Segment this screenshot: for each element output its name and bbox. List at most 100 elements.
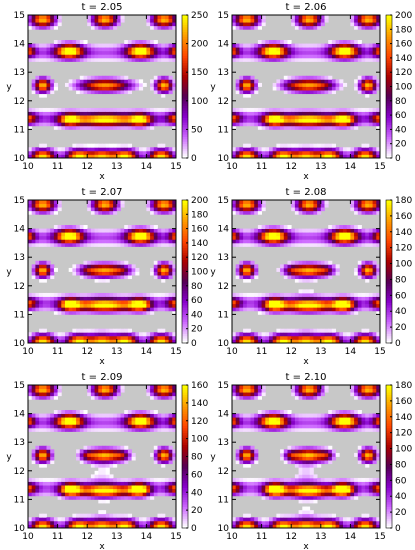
heat-cell <box>306 111 311 116</box>
heat-cell <box>105 239 110 244</box>
heat-cell <box>28 339 33 344</box>
heat-cell <box>280 300 285 305</box>
heat-cell <box>254 456 259 461</box>
heat-cell <box>102 524 107 529</box>
heat-cell <box>235 207 240 212</box>
heat-cell <box>61 239 66 244</box>
heat-cell <box>239 300 244 305</box>
heat-cell <box>257 50 262 55</box>
heat-cell <box>94 388 99 393</box>
heat-cell <box>35 47 40 52</box>
heat-cell <box>116 22 121 27</box>
heat-cell <box>291 43 296 48</box>
heat-cell <box>365 118 370 123</box>
heat-cell <box>354 111 359 116</box>
heat-cell <box>350 47 355 52</box>
y-axis-label: y <box>6 83 12 93</box>
colorbar-segment <box>182 456 188 460</box>
heat-cell <box>50 292 55 297</box>
heat-cell <box>161 275 166 280</box>
heat-cell <box>309 111 314 116</box>
heat-cell <box>83 260 88 265</box>
heat-cell <box>357 57 362 62</box>
colorbar-segment <box>386 250 392 253</box>
heat-cell <box>257 225 262 229</box>
heat-cell <box>313 228 318 233</box>
heat-cell <box>150 82 155 87</box>
heat-cell <box>98 207 103 212</box>
heat-cell <box>232 22 237 27</box>
heat-cell <box>365 75 370 80</box>
heat-cell <box>161 239 166 244</box>
heat-cell <box>357 267 362 272</box>
heat-cell <box>164 388 169 393</box>
heat-cell <box>246 235 251 240</box>
heat-cell <box>31 296 36 301</box>
heat-cell <box>368 115 373 120</box>
heat-cell <box>168 150 173 155</box>
heat-cell <box>161 385 166 389</box>
heat-cell <box>361 242 366 247</box>
heat-cell <box>168 200 173 204</box>
heat-cell <box>250 47 255 52</box>
heat-cell <box>309 75 314 80</box>
heat-cell <box>46 79 51 84</box>
heat-cell <box>324 47 329 52</box>
heat-cell <box>232 43 237 48</box>
heat-cell <box>109 481 114 486</box>
heat-cell <box>50 122 55 127</box>
heat-cell <box>28 25 33 30</box>
colorbar-tick-label: 60 <box>191 470 203 480</box>
heat-cell <box>368 79 373 84</box>
heat-cell <box>239 115 244 120</box>
heat-cell <box>131 335 136 340</box>
heat-cell <box>309 260 314 265</box>
heat-cell <box>83 303 88 308</box>
heat-cell <box>335 239 340 244</box>
heat-cell <box>376 242 381 247</box>
heat-cell <box>354 242 359 247</box>
heat-cell <box>105 43 110 48</box>
heat-cell <box>254 15 259 19</box>
heat-cell <box>376 50 381 55</box>
heat-cell <box>72 232 77 237</box>
heat-cell <box>250 82 255 87</box>
heat-cell <box>313 207 318 212</box>
heat-cell <box>294 57 299 62</box>
heat-cell <box>157 210 162 215</box>
heat-cell <box>39 449 44 454</box>
heat-cell <box>150 40 155 44</box>
heat-cell <box>168 303 173 308</box>
heat-cell <box>324 15 329 19</box>
heat-cell <box>232 392 237 397</box>
heat-cell <box>116 200 121 204</box>
heat-cell <box>83 111 88 116</box>
heat-cell <box>102 18 107 23</box>
heat-cell <box>354 50 359 55</box>
heat-cell <box>53 25 58 30</box>
heat-cell <box>127 150 132 155</box>
heat-cell <box>39 122 44 127</box>
heat-cell <box>105 474 110 479</box>
heat-cell <box>124 445 129 450</box>
heat-cell <box>376 339 381 344</box>
heat-cell <box>328 43 333 48</box>
colorbar-segment <box>182 432 188 436</box>
heat-cell <box>335 296 340 301</box>
heat-cell <box>265 520 270 525</box>
heat-cell <box>50 385 55 389</box>
heat-cell <box>294 228 299 233</box>
heat-cell <box>150 339 155 344</box>
heat-cell <box>150 232 155 237</box>
heat-cell <box>357 264 362 269</box>
heat-cell <box>61 50 66 55</box>
heat-cell <box>35 449 40 454</box>
heat-cell <box>35 232 40 237</box>
heat-cell <box>113 300 118 305</box>
heat-cell <box>53 520 58 525</box>
heat-cell <box>320 90 325 95</box>
heat-cell <box>120 310 125 315</box>
heat-cell <box>102 303 107 308</box>
heat-cell <box>265 125 270 130</box>
